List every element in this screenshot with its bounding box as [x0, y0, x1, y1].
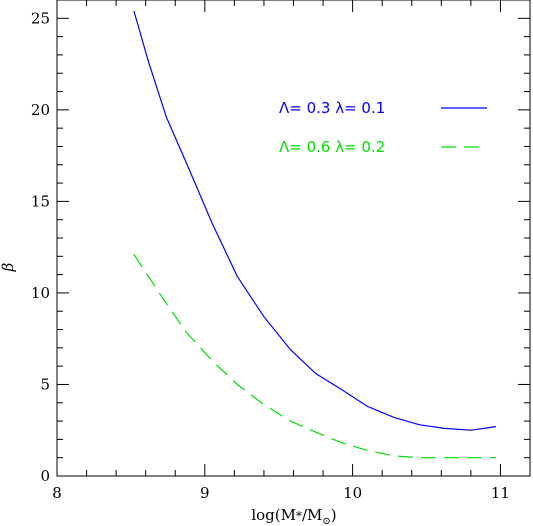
tick-labels: 8 9 10 11 0 5 10 15 20 25	[31, 9, 510, 502]
y-tick-label: 20	[31, 101, 50, 119]
x-tick-label: 8	[52, 484, 62, 502]
x-tick-label: 11	[491, 484, 510, 502]
y-tick-label: 10	[31, 284, 50, 302]
y-axis-title: β	[0, 262, 17, 272]
x-tick-label: 10	[343, 484, 362, 502]
legend-label-1: Λ= 0.3 λ= 0.1	[279, 99, 385, 117]
y-tick-label: 0	[40, 467, 50, 485]
plot-frame	[56, 0, 531, 477]
series-line-1	[133, 10, 497, 431]
series-layer	[133, 10, 497, 459]
series-line-2	[133, 254, 496, 459]
legend: Λ= 0.3 λ= 0.1 Λ= 0.6 λ= 0.2	[279, 99, 487, 156]
y-tick-label: 15	[31, 192, 50, 210]
y-tick-label: 5	[40, 375, 50, 393]
x-tick-label: 9	[200, 484, 210, 502]
y-tick-label: 25	[31, 9, 50, 27]
axis-ticks	[56, 0, 531, 477]
x-axis-title: log(M*/M⊙)	[251, 506, 336, 526]
legend-label-2: Λ= 0.6 λ= 0.2	[279, 138, 385, 156]
